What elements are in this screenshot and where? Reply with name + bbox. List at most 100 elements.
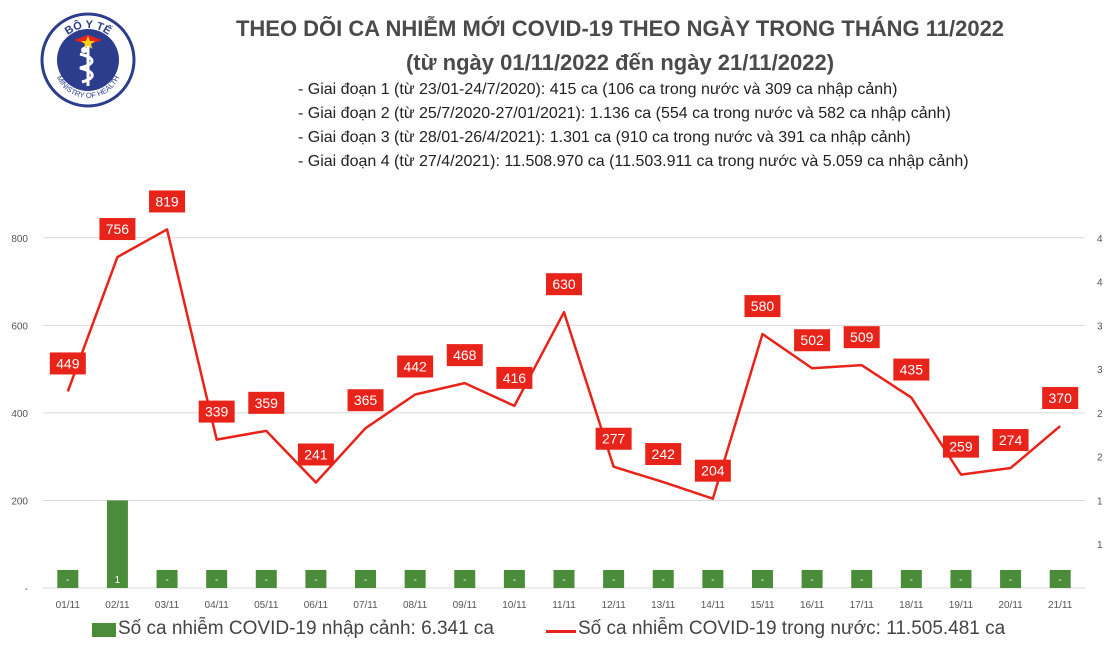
x-axis-tick-label: 12/11 xyxy=(601,600,626,611)
bar-data-label: - xyxy=(66,575,69,586)
right-axis-tick-label: 3 xyxy=(1097,321,1103,332)
bar-data-label: - xyxy=(810,575,813,586)
data-label-box xyxy=(694,459,731,482)
x-axis-tick-label: 09/11 xyxy=(453,600,478,611)
bar-data-label: 1 xyxy=(115,575,121,586)
bar-data-label: - xyxy=(364,575,367,586)
bar-data-label: - xyxy=(165,575,168,586)
right-axis-tick-label: 2 xyxy=(1097,453,1103,464)
data-label-box xyxy=(99,218,136,241)
phase-note: - Giai đoạn 3 (từ 28/01-26/4/2021): 1.30… xyxy=(298,129,911,146)
x-axis-tick-label: 14/11 xyxy=(701,600,726,611)
bar-data-label: - xyxy=(1059,575,1062,586)
bar xyxy=(553,570,575,588)
data-label-box xyxy=(546,273,582,296)
line-data-label: 468 xyxy=(453,347,477,363)
legend-line-swatch xyxy=(546,630,576,633)
x-axis-tick-label: 01/11 xyxy=(56,600,81,611)
bar xyxy=(355,570,377,588)
data-label-box xyxy=(248,391,285,414)
bar xyxy=(106,500,128,588)
bar xyxy=(851,570,873,588)
line-data-label: 274 xyxy=(999,432,1023,448)
bar xyxy=(305,570,327,588)
bar-data-label: - xyxy=(413,575,416,586)
phase-note: - Giai đoạn 1 (từ 23/01-24/7/2020): 415 … xyxy=(298,81,898,98)
bar xyxy=(652,570,674,588)
bar-data-label: - xyxy=(1009,575,1012,586)
line-data-label: 241 xyxy=(304,446,328,462)
x-axis-tick-label: 16/11 xyxy=(800,600,825,611)
x-axis-tick-label: 19/11 xyxy=(949,600,974,611)
chart-subtitle: (từ ngày 01/11/2022 đến ngày 21/11/2022) xyxy=(405,50,835,75)
data-label-box xyxy=(198,400,235,423)
right-axis-tick-label: 4 xyxy=(1097,278,1103,289)
right-axis-tick-label: 2 xyxy=(1097,409,1103,420)
phase-note: - Giai đoạn 4 (từ 27/4/2021): 11.508.970… xyxy=(298,153,969,170)
bar xyxy=(751,570,773,588)
data-label-box xyxy=(297,443,334,466)
line-data-label: 819 xyxy=(155,193,179,209)
legend-line-label: Số ca nhiễm COVID-19 trong nước: 11.505.… xyxy=(578,618,1006,639)
x-axis-tick-label: 10/11 xyxy=(502,600,527,611)
x-axis-tick-label: 18/11 xyxy=(899,600,924,611)
line-data-label: 277 xyxy=(602,431,626,447)
data-label-box xyxy=(496,366,533,389)
line-data-label: 435 xyxy=(900,362,924,378)
line-data-label: 259 xyxy=(949,439,973,455)
data-label-box xyxy=(595,427,632,450)
line-data-label: 416 xyxy=(503,370,527,386)
data-label-box xyxy=(893,358,930,381)
data-label-box xyxy=(942,435,979,458)
line-data-label: 630 xyxy=(552,276,576,292)
data-label-box xyxy=(347,389,384,412)
line-data-label: 442 xyxy=(403,359,427,375)
x-axis-tick-label: 08/11 xyxy=(403,600,428,611)
bar xyxy=(950,570,972,588)
phase-note: - Giai đoạn 2 (từ 25/7/2020-27/01/2021):… xyxy=(298,105,951,122)
data-label-box xyxy=(843,326,880,349)
bar xyxy=(1000,570,1022,588)
line-data-label: 449 xyxy=(56,355,80,371)
x-axis-tick-label: 21/11 xyxy=(1048,600,1073,611)
bar xyxy=(603,570,625,588)
line-data-label: 339 xyxy=(205,404,229,420)
bar-data-label: - xyxy=(314,575,317,586)
x-axis-tick-label: 05/11 xyxy=(254,600,279,611)
legend-bar-label: Số ca nhiễm COVID-19 nhập cảnh: 6.341 ca xyxy=(118,618,495,639)
left-axis-tick-label: 800 xyxy=(11,234,28,245)
right-axis-tick-label: 1 xyxy=(1097,496,1103,507)
legend-bar-swatch xyxy=(92,623,116,637)
bar xyxy=(503,570,525,588)
bar-data-label: - xyxy=(265,575,268,586)
line-data-label: 502 xyxy=(800,332,824,348)
data-label-box xyxy=(744,295,781,318)
right-axis-tick-label: 3 xyxy=(1097,365,1103,376)
x-axis-tick-label: 13/11 xyxy=(651,600,676,611)
line-data-label: 242 xyxy=(652,446,676,462)
bar-data-label: - xyxy=(562,575,565,586)
data-label-box xyxy=(149,190,186,213)
x-axis-tick-label: 06/11 xyxy=(304,600,329,611)
bar xyxy=(702,570,724,588)
logo-arc-text: BỘ Y TẾ xyxy=(63,18,114,37)
bar-data-label: - xyxy=(711,575,714,586)
bar-data-label: - xyxy=(761,575,764,586)
line-data-label: 580 xyxy=(751,298,775,314)
data-label-box xyxy=(645,443,682,466)
bar-data-label: - xyxy=(910,575,913,586)
x-axis-tick-label: 17/11 xyxy=(850,600,875,611)
bar xyxy=(801,570,823,588)
bar xyxy=(206,570,228,588)
data-label-box xyxy=(794,329,831,352)
left-axis-tick-label: 400 xyxy=(11,409,28,420)
ministry-of-health-logo: BỘ Y TẾ MINISTRY OF HEALTH xyxy=(40,12,136,108)
bar-data-label: - xyxy=(463,575,466,586)
data-label-box xyxy=(49,352,86,375)
bar-data-label: - xyxy=(513,575,516,586)
line-data-label: 756 xyxy=(106,221,130,237)
right-axis-tick-label: 4 xyxy=(1097,234,1103,245)
line-data-label: 509 xyxy=(850,329,874,345)
x-axis-tick-label: 15/11 xyxy=(750,600,775,611)
